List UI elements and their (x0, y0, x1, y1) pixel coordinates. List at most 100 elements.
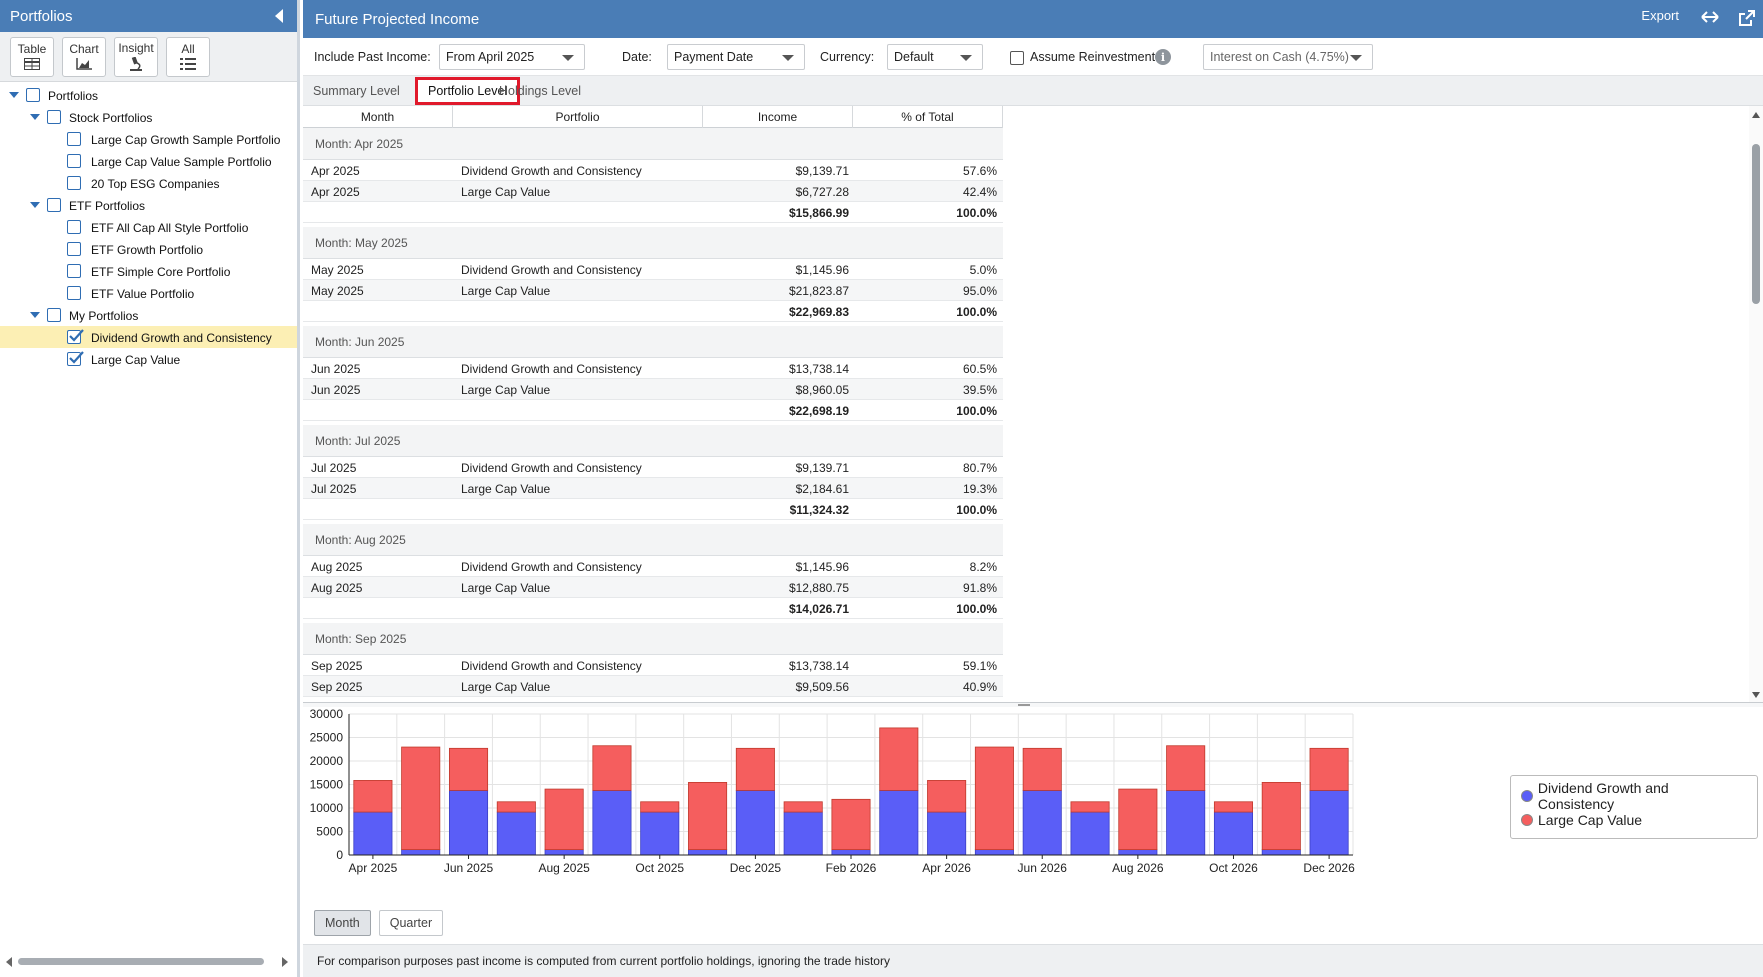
group-header[interactable]: Month: Sep 2025 (303, 623, 1003, 655)
column-header-pct-total[interactable]: % of Total (853, 106, 1003, 128)
view-table-button[interactable]: Table (10, 36, 54, 77)
tree-item[interactable]: Portfolios (0, 84, 297, 106)
checkbox[interactable] (26, 88, 40, 102)
tree-item[interactable]: Stock Portfolios (0, 106, 297, 128)
group-header[interactable]: Month: May 2025 (303, 227, 1003, 259)
tab-portfolio-level[interactable]: Portfolio Level (415, 77, 521, 105)
column-header-income[interactable]: Income (703, 106, 853, 128)
sidebar-horizontal-scrollbar[interactable] (6, 955, 288, 967)
past-income-dropdown[interactable]: From April 2025 (439, 44, 585, 70)
tree-item[interactable]: ETF Value Portfolio (0, 282, 297, 304)
total-cell: 100.0% (956, 305, 997, 319)
currency-dropdown[interactable]: Default (887, 44, 983, 70)
table-row[interactable]: Jul 2025 Large Cap Value $2,184.61 19.3% (303, 478, 1003, 499)
checkbox[interactable] (67, 286, 81, 300)
tree-item[interactable]: Large Cap Value (0, 348, 297, 370)
table-row[interactable]: Aug 2025 Large Cap Value $12,880.75 91.8% (303, 577, 1003, 598)
expand-caret-icon[interactable] (30, 312, 40, 318)
view-table-label: Table (17, 42, 47, 56)
splitter-grip-icon[interactable] (1018, 704, 1030, 706)
expand-caret-icon[interactable] (30, 202, 40, 208)
assume-reinvestment-label: Assume Reinvestment (1030, 50, 1156, 64)
checkbox[interactable] (47, 198, 61, 212)
column-header-month[interactable]: Month (303, 106, 453, 128)
tab-holdings-level[interactable]: Holdings Level (499, 84, 581, 98)
tree-item[interactable]: Large Cap Value Sample Portfolio (0, 150, 297, 172)
group-header[interactable]: Month: Aug 2025 (303, 524, 1003, 556)
period-quarter-button[interactable]: Quarter (378, 910, 444, 936)
tree-item-label: ETF Portfolios (69, 199, 146, 213)
table-row[interactable]: Aug 2025 Dividend Growth and Consistency $… (303, 556, 1003, 577)
collapse-sidebar-icon[interactable] (275, 9, 283, 23)
table-row[interactable]: Apr 2025 Large Cap Value $6,727.28 42.4% (303, 181, 1003, 202)
tab-summary-level[interactable]: Summary Level (313, 84, 400, 98)
table-row[interactable]: Jul 2025 Dividend Growth and Consistency $… (303, 457, 1003, 478)
export-button[interactable]: Export (1641, 8, 1679, 23)
table-row[interactable]: Jun 2025 Dividend Growth and Consistency $… (303, 358, 1003, 379)
group-header[interactable]: Month: Apr 2025 (303, 128, 1003, 160)
checkbox[interactable] (47, 110, 61, 124)
group-header[interactable]: Month: Jun 2025 (303, 326, 1003, 358)
scroll-left-icon[interactable] (6, 957, 12, 967)
column-header-portfolio[interactable]: Portfolio (453, 106, 703, 128)
view-all-label: All (181, 42, 195, 56)
tree-item[interactable]: ETF Portfolios (0, 194, 297, 216)
checkbox[interactable] (67, 220, 81, 234)
expand-caret-icon[interactable] (9, 92, 19, 98)
assume-reinvestment-checkbox[interactable] (1010, 51, 1024, 65)
table-row[interactable]: Sep 2025 Large Cap Value $9,509.56 40.9% (303, 676, 1003, 697)
table-cell: 42.4% (962, 185, 997, 199)
table-row[interactable]: Jun 2025 Large Cap Value $8,960.05 39.5% (303, 379, 1003, 400)
bar-segment (783, 801, 823, 813)
popout-icon[interactable] (1739, 10, 1755, 26)
scroll-thumb[interactable] (18, 958, 264, 965)
scroll-up-icon[interactable] (1752, 112, 1760, 118)
info-icon[interactable]: i (1155, 49, 1171, 65)
view-chart-button[interactable]: Chart (62, 36, 106, 77)
panel-splitter[interactable] (303, 702, 1763, 707)
checkbox-checked[interactable] (67, 329, 84, 344)
view-insight-button[interactable]: Insight (114, 36, 158, 77)
table-row[interactable]: Apr 2025 Dividend Growth and Consistency $… (303, 160, 1003, 181)
period-month-button[interactable]: Month (314, 910, 371, 936)
interest-on-cash-dropdown[interactable]: Interest on Cash (4.75%) (1203, 44, 1373, 70)
bar-segment (1213, 811, 1253, 856)
legend-label-dividend-growth: Dividend Growth and Consistency (1537, 780, 1669, 812)
checkbox[interactable] (67, 176, 81, 190)
checkbox[interactable] (67, 264, 81, 278)
legend-item-large-cap-value[interactable]: Large Cap Value (1521, 808, 1747, 832)
expand-caret-icon[interactable] (30, 114, 40, 120)
legend-swatch-dividend-growth (1521, 790, 1533, 802)
tree-item[interactable]: My Portfolios (0, 304, 297, 326)
y-tick-label: 20000 (310, 754, 344, 768)
checkbox[interactable] (67, 154, 81, 168)
tree-item[interactable]: ETF All Cap All Style Portfolio (0, 216, 297, 238)
table-row[interactable]: May 2025 Dividend Growth and Consistency $… (303, 259, 1003, 280)
checkbox-checked[interactable] (67, 351, 84, 366)
legend-item-dividend-growth[interactable]: Dividend Growth and Consistency (1521, 780, 1747, 812)
date-dropdown[interactable]: Payment Date (667, 44, 805, 70)
tree-item[interactable]: Large Cap Growth Sample Portfolio (0, 128, 297, 150)
scroll-thumb[interactable] (1752, 144, 1760, 304)
scroll-right-icon[interactable] (282, 957, 288, 967)
bar-segment (448, 790, 489, 856)
table-row[interactable]: May 2025 Large Cap Value $21,823.87 95.0% (303, 280, 1003, 301)
chevron-down-icon (562, 55, 574, 61)
checkbox[interactable] (47, 308, 61, 322)
bar-segment (927, 780, 967, 813)
expand-width-icon[interactable] (1701, 11, 1719, 23)
tree-item[interactable]: 20 Top ESG Companies (0, 172, 297, 194)
table-cell: 57.6% (962, 164, 997, 178)
bar-segment (544, 849, 584, 856)
checkbox[interactable] (67, 132, 81, 146)
checkbox[interactable] (67, 242, 81, 256)
table-vertical-scrollbar[interactable] (1749, 106, 1763, 702)
view-all-button[interactable]: All (166, 36, 210, 77)
y-tick-label: 25000 (310, 731, 344, 745)
tree-item[interactable]: ETF Growth Portfolio (0, 238, 297, 260)
tree-item[interactable]: ETF Simple Core Portfolio (0, 260, 297, 282)
table-row[interactable]: Sep 2025 Dividend Growth and Consistency $… (303, 655, 1003, 676)
scroll-down-icon[interactable] (1752, 692, 1760, 698)
tree-item[interactable]: Dividend Growth and Consistency (0, 326, 297, 348)
group-header[interactable]: Month: Jul 2025 (303, 425, 1003, 457)
